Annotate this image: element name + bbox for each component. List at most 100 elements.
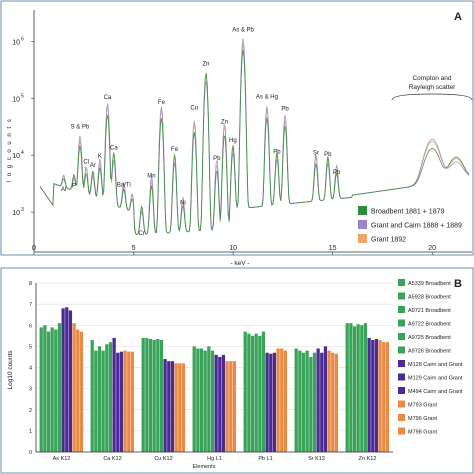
- panel-b-category-label: As K12: [53, 456, 71, 462]
- panel-b-legend: A5339 Broadbent A5928 Broadbent A9721 Broa…: [398, 279, 463, 436]
- peak-label: Ca: [104, 95, 112, 101]
- legend-label: M494 Cairn and Grant: [408, 389, 463, 395]
- bar: [272, 352, 277, 452]
- bar: [294, 348, 298, 452]
- peak-label: Cu: [190, 105, 198, 111]
- peak-label: Al: [61, 187, 66, 193]
- peak-label: Sr: [313, 150, 319, 156]
- peak-label: Hg: [229, 138, 237, 144]
- legend-swatch: [398, 400, 405, 408]
- panel-b-y-tick-label: 6: [29, 323, 32, 329]
- peak-label: Ca: [110, 145, 118, 151]
- bar: [90, 340, 94, 452]
- legend-label: Grant 1892: [371, 237, 406, 244]
- bar: [163, 359, 167, 452]
- legend-label: A9725 Broadbent: [408, 335, 451, 341]
- panel-b-y-tick-label: 3: [29, 387, 32, 393]
- bar: [345, 323, 349, 452]
- peak-label: Pb: [281, 107, 289, 113]
- peak-label: P: [72, 184, 76, 190]
- legend-label: A5339 Broadbent: [408, 281, 451, 287]
- bar: [382, 342, 386, 452]
- bar: [65, 307, 69, 452]
- bar: [39, 327, 43, 452]
- bar: [170, 361, 175, 452]
- panel-a-x-tick-label: 20: [428, 245, 436, 252]
- legend-swatch: [398, 387, 405, 394]
- bar: [192, 346, 196, 452]
- bar: [108, 342, 113, 452]
- legend-label: M129 Cairn and Grant: [408, 376, 463, 382]
- bar: [221, 354, 226, 452]
- peak-label: Fe: [171, 147, 179, 153]
- panel-b-y-tick-label: 0: [29, 450, 32, 456]
- peak-label: Pb: [273, 149, 281, 155]
- bar: [156, 338, 160, 452]
- bar: [57, 323, 62, 452]
- peak-label: As & Hg: [256, 95, 278, 101]
- bar: [225, 361, 229, 452]
- panel-a-x-tick-label: 10: [229, 245, 237, 252]
- legend-swatch: [398, 427, 405, 435]
- peak-label: Pb: [213, 156, 221, 162]
- bar: [159, 340, 164, 452]
- bar: [141, 337, 145, 452]
- panel-a-y-axis-label: l o g c o u n t s: [7, 118, 13, 183]
- panel-b-y-tick-label: 4: [29, 366, 32, 372]
- legend-swatch: [398, 333, 405, 340]
- peak-label: Pb: [324, 152, 332, 158]
- bar: [269, 353, 273, 452]
- bar: [261, 331, 266, 452]
- bar: [258, 335, 262, 452]
- bar: [367, 337, 371, 452]
- bar: [280, 348, 284, 452]
- legend-swatch: [358, 206, 367, 215]
- bar: [116, 352, 120, 452]
- bar: [243, 331, 247, 452]
- panel-b-frame: [0, 267, 474, 474]
- bar: [265, 352, 269, 452]
- legend-label: A9722 Broadbent: [408, 322, 451, 328]
- bar: [331, 352, 335, 452]
- panel-a-y-tick-exponent: 3: [21, 207, 24, 213]
- bar: [112, 337, 116, 452]
- legend-swatch: [398, 346, 405, 354]
- bar: [276, 348, 280, 452]
- bar: [323, 346, 328, 452]
- bar: [232, 361, 237, 452]
- legend-swatch: [398, 319, 405, 327]
- panel-b-bar-chart: B Log10 counts Elements 0 1 2 3 4 5 6 7 8 As K12 C…: [0, 267, 474, 474]
- bar: [363, 323, 368, 452]
- peak-label: Cl: [83, 160, 89, 166]
- bar: [196, 348, 200, 452]
- bar: [210, 350, 215, 452]
- legend-swatch: [398, 373, 405, 381]
- bar: [349, 323, 353, 452]
- bar: [378, 340, 382, 452]
- panel-b-y-tick-label: 7: [29, 302, 32, 308]
- legend-label: Broadbent 1881 + 1879: [371, 209, 444, 216]
- panel-b-category-label: Ca K12: [103, 456, 121, 462]
- legend-swatch: [398, 414, 405, 421]
- peak-label: Mn: [147, 173, 155, 179]
- bar: [360, 325, 364, 452]
- bar: [148, 338, 153, 452]
- panel-b-y-tick-label: 5: [29, 344, 32, 350]
- bar: [72, 323, 76, 452]
- bar: [127, 351, 131, 452]
- bar: [320, 352, 324, 452]
- panel-a-y-tick-label: 10: [12, 153, 20, 160]
- legend-label: A9721 Broadbent: [408, 308, 451, 314]
- bar: [61, 308, 65, 452]
- bar: [283, 350, 288, 452]
- peak-label: Ar: [90, 163, 96, 169]
- panel-b-x-axis-label: Elements: [193, 464, 216, 470]
- legend-label: Grant and Cairn 1888 + 1889: [371, 223, 462, 230]
- panel-a-x-axis-label: - keV -: [230, 260, 249, 267]
- bar: [229, 361, 233, 452]
- bar: [76, 329, 80, 452]
- peak-label: Pb: [333, 170, 341, 176]
- panel-b-y-tick-label: 1: [29, 429, 32, 435]
- legend-swatch: [398, 360, 405, 367]
